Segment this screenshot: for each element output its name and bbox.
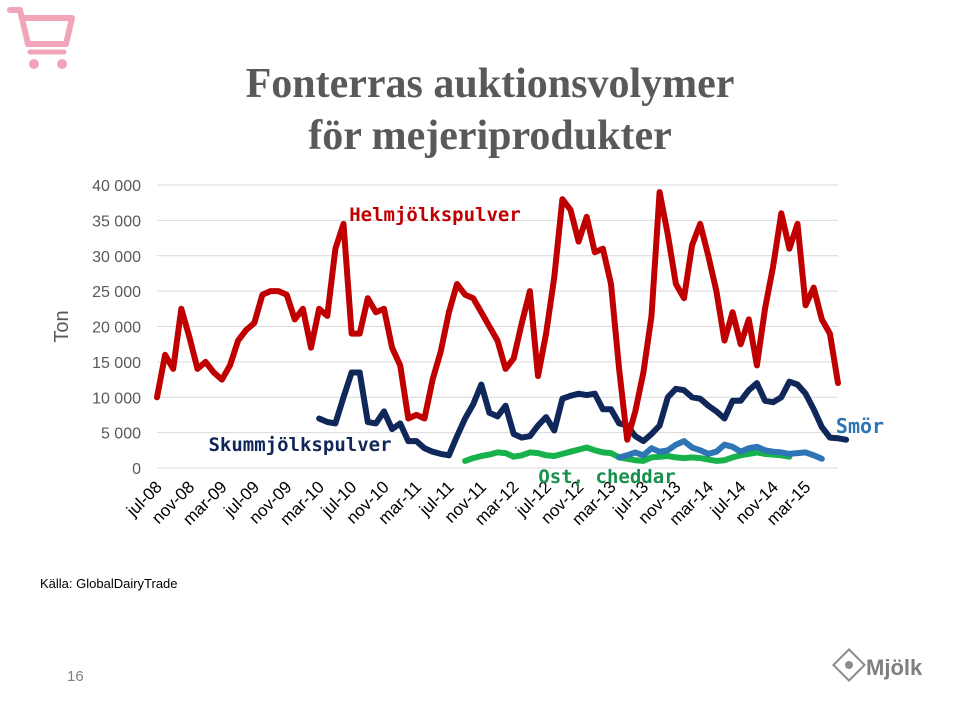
y-axis-title: Ton [51, 310, 73, 342]
slide-title: Fonterras auktionsvolymer för mejeriprod… [140, 58, 840, 162]
logo-diamond [832, 648, 866, 682]
source-note: Källa: GlobalDairyTrade [40, 576, 178, 591]
series-line [316, 369, 850, 459]
series-line [154, 189, 841, 443]
y-tick-label: 15 000 [92, 355, 141, 372]
y-tick-label: 0 [132, 461, 141, 478]
series-line [616, 438, 825, 462]
series-label: Ost, cheddar [538, 466, 675, 488]
series-label: Skummjölkspulver [208, 434, 391, 456]
series-line [462, 444, 793, 464]
series-label: Smör [836, 414, 884, 438]
cart-wheel-right [57, 59, 67, 69]
logo-text: Mjölk [866, 655, 923, 680]
cart-basket [7, 7, 75, 47]
shopping-cart-icon [7, 7, 75, 69]
title-line-1: Fonterras auktionsvolymer [245, 61, 735, 107]
y-tick-label: 40 000 [92, 178, 141, 195]
cart-wheel-left [29, 59, 39, 69]
y-tick-label: 10 000 [92, 390, 141, 407]
y-tick-label: 35 000 [92, 213, 141, 230]
y-tick-label: 25 000 [92, 284, 141, 301]
title-line-2: för mejeriprodukter [308, 113, 672, 159]
y-tick-label: 20 000 [92, 320, 141, 337]
page-number: 16 [67, 668, 84, 685]
mjolk-logo-icon [832, 648, 866, 682]
y-tick-label: 5 000 [101, 426, 141, 443]
logo-dot [845, 661, 853, 669]
line-chart: 0 5 000 10 000 15 000 20 000 25 000 30 000 35 0… [51, 178, 884, 529]
y-tick-label: 30 000 [92, 249, 141, 266]
series-label: Helmjölkspulver [349, 204, 521, 226]
